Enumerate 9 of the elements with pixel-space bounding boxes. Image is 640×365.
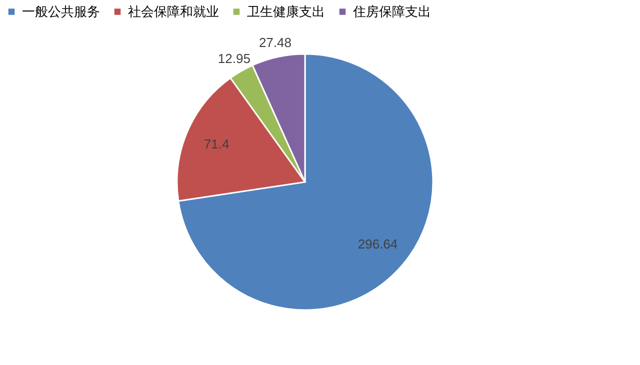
legend-label: 社会保障和就业 [128, 4, 219, 20]
data-label: 27.48 [258, 35, 292, 50]
data-label: 71.4 [204, 136, 230, 152]
legend-label: 住房保障支出 [352, 4, 431, 20]
pie-slice [178, 53, 434, 311]
legend-label: 卫生健康支出 [247, 4, 325, 20]
data-label: 12.95 [218, 50, 250, 66]
legend-label: 一般公共服务 [22, 4, 100, 20]
data-label: 296.64 [358, 236, 398, 252]
